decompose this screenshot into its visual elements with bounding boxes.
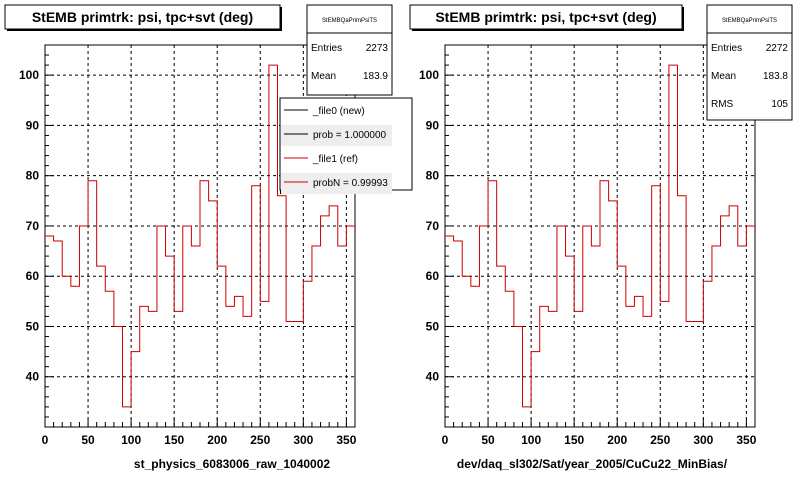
y-tick-label: 100 <box>19 68 39 82</box>
stats-value: 2272 <box>766 43 789 54</box>
stats-label: Entries <box>711 43 742 54</box>
y-tick-label: 60 <box>426 269 440 283</box>
y-tick-label: 70 <box>26 219 40 233</box>
y-tick-label: 40 <box>426 370 440 384</box>
legend-row-bg <box>281 125 392 146</box>
x-tick-label: 350 <box>336 433 356 447</box>
y-tick-label: 80 <box>426 169 440 183</box>
y-tick-label: 70 <box>426 219 440 233</box>
stats-value: 183.8 <box>763 71 788 82</box>
panel-1: 0 50 100 150 200 250 300 350 40 50 60 70 80 90 100 StEM… <box>4 4 413 471</box>
y-tick-label: 100 <box>419 68 439 82</box>
x-tick-label: 150 <box>164 433 184 447</box>
stats-header: StEMBQaPrimPsiTS <box>722 18 777 24</box>
x-tick-label: 50 <box>81 433 95 447</box>
x-tick-label: 100 <box>121 433 141 447</box>
y-tick-label: 90 <box>26 118 40 132</box>
x-axis-label: st_physics_6083006_raw_1040002 <box>134 457 330 471</box>
stats-label: RMS <box>711 99 734 110</box>
legend-row-bg <box>281 173 392 194</box>
x-tick-label: 0 <box>442 433 449 447</box>
chart-title: StEMB primtrk: psi, tpc+svt (deg) <box>435 9 656 25</box>
y-tick-label: 40 <box>26 370 40 384</box>
stats-label: Entries <box>311 43 342 54</box>
chart-title: StEMB primtrk: psi, tpc+svt (deg) <box>32 9 253 25</box>
legend-label: _file0 (new) <box>312 106 365 117</box>
x-tick-label: 150 <box>564 433 584 447</box>
histogram-series-line <box>445 64 755 408</box>
y-tick-label: 80 <box>26 169 40 183</box>
x-tick-label: 200 <box>207 433 227 447</box>
y-tick-label: 90 <box>426 118 440 132</box>
stats-label: Mean <box>711 71 736 82</box>
stats-value: 183.9 <box>363 71 388 82</box>
title-box <box>409 4 683 30</box>
x-tick-label: 250 <box>250 433 270 447</box>
histogram-series-line <box>45 64 355 408</box>
x-axis-label: dev/daq_sl302/Sat/year_2005/CuCu22_MinBi… <box>457 457 728 471</box>
title-box <box>4 4 281 30</box>
stats-box <box>306 4 393 96</box>
stats-box <box>706 4 793 121</box>
x-tick-label: 50 <box>481 433 495 447</box>
legend-label: probN = 0.99993 <box>313 178 388 189</box>
x-tick-label: 250 <box>650 433 670 447</box>
legend-label: _file1 (ref) <box>312 154 358 165</box>
x-tick-label: 300 <box>293 433 313 447</box>
stats-value: 2273 <box>366 43 389 54</box>
stats-label: Mean <box>311 71 336 82</box>
y-tick-label: 60 <box>26 269 40 283</box>
stats-header: StEMBQaPrimPsiTS <box>322 18 377 24</box>
y-tick-label: 50 <box>26 319 40 333</box>
x-tick-label: 350 <box>736 433 756 447</box>
stats-value: 105 <box>771 99 788 110</box>
legend-label: prob = 1.000000 <box>313 130 387 141</box>
x-tick-label: 0 <box>42 433 49 447</box>
y-tick-label: 50 <box>426 319 440 333</box>
x-tick-label: 200 <box>607 433 627 447</box>
panel-2: 0 50 100 150 200 250 300 350 40 50 60 70 80 90 100 StEM… <box>409 4 793 471</box>
x-tick-label: 300 <box>693 433 713 447</box>
x-tick-label: 100 <box>521 433 541 447</box>
